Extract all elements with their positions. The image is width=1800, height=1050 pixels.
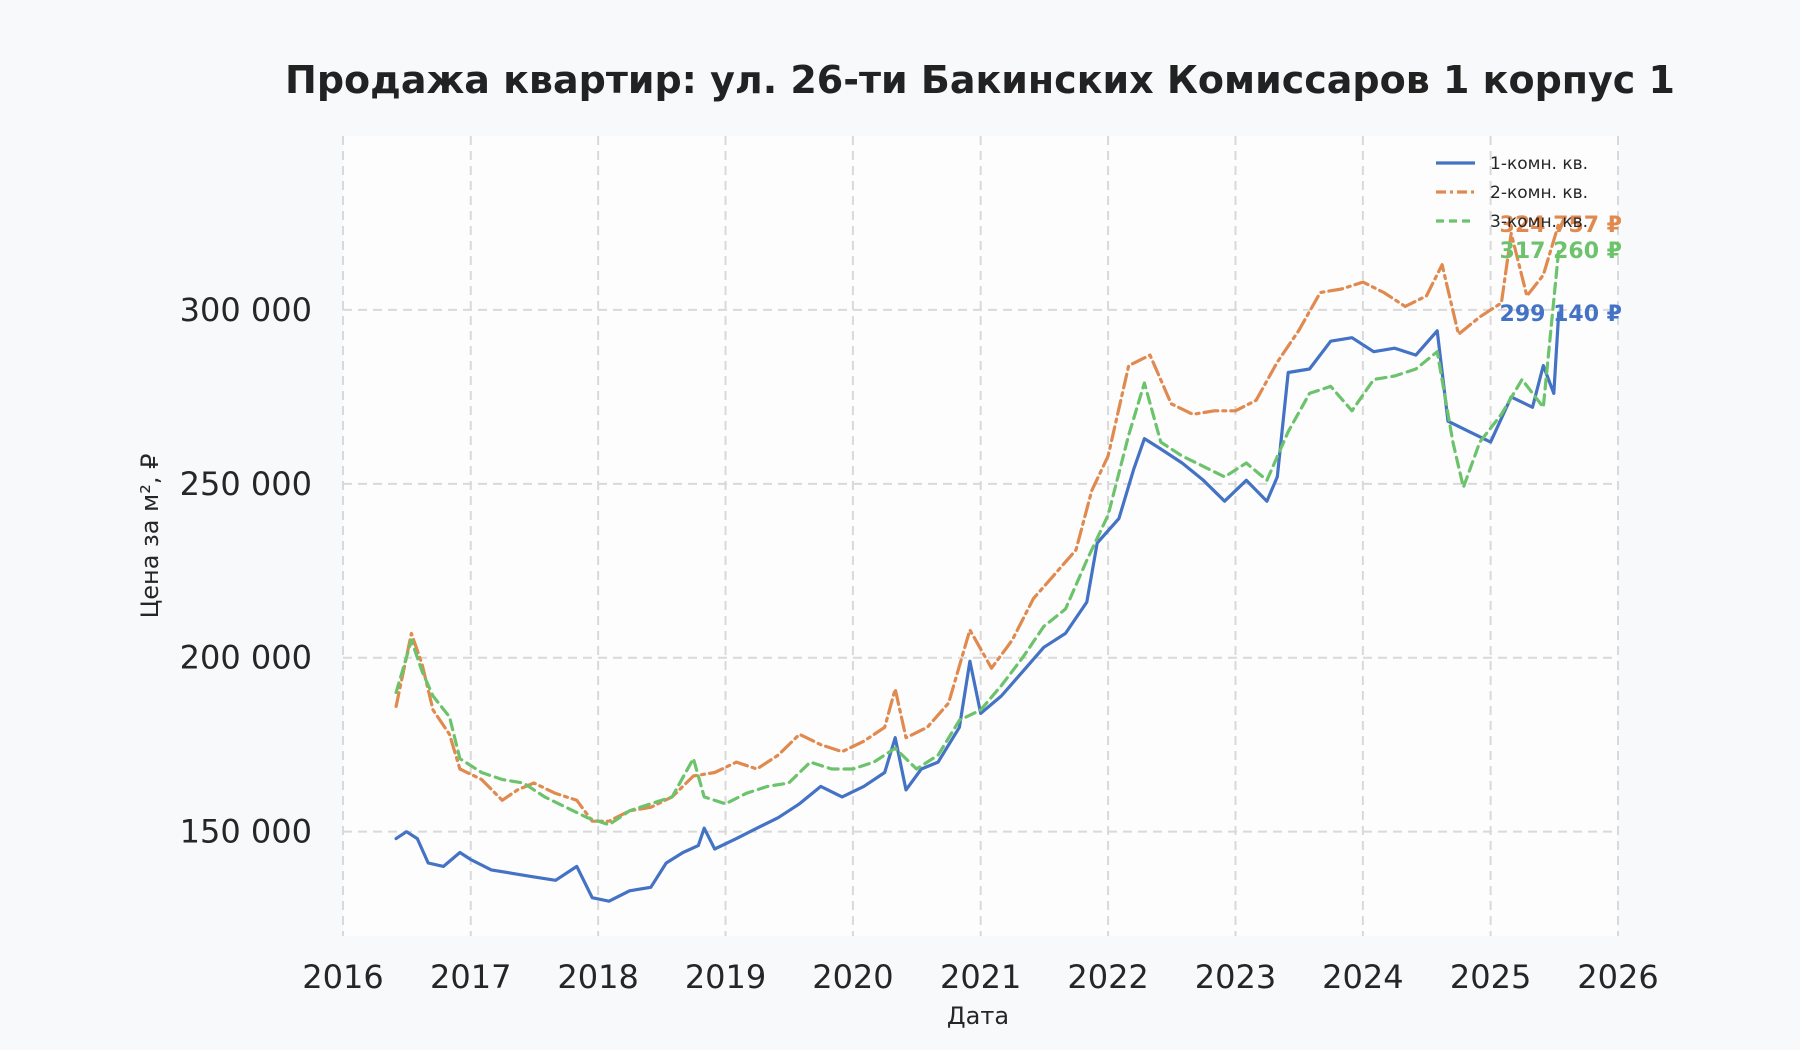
y-tick-label: 300 000 [180, 291, 312, 329]
series-layer [394, 222, 1561, 903]
y-tick-label: 150 000 [180, 813, 312, 851]
x-tick-label: 2025 [1450, 958, 1531, 996]
series-end-label: 324 757 ₽ [1500, 213, 1622, 238]
x-tick-label: 2026 [1577, 958, 1658, 996]
y-tick-label: 200 000 [180, 639, 312, 677]
legend: 1-комн. кв. 2-комн. кв. 3-комн. кв. [1436, 154, 1588, 232]
legend-item-label: 1-комн. кв. [1490, 154, 1588, 174]
x-tick-label: 2023 [1195, 958, 1276, 996]
x-tick-label: 2020 [812, 958, 893, 996]
series-line [394, 222, 1561, 823]
x-tick-label: 2016 [302, 958, 383, 996]
x-axis-label: Дата [947, 1002, 1009, 1030]
x-tick-label: 2022 [1067, 958, 1148, 996]
series-end-label: 299 140 ₽ [1500, 302, 1622, 327]
legend-item-label: 3-комн. кв. [1490, 212, 1588, 232]
series-3 [394, 248, 1561, 827]
x-tick-label: 2024 [1322, 958, 1403, 996]
end-labels: 299 140 ₽ 324 757 ₽317 260 ₽ [1500, 213, 1622, 327]
grid [342, 136, 1619, 936]
series-1 [394, 311, 1561, 903]
chart-title: Продажа квартир: ул. 26-ти Бакинских Ком… [285, 58, 1675, 102]
series-line [394, 248, 1561, 827]
legend-item-label: 2-комн. кв. [1490, 183, 1588, 203]
series-line [394, 311, 1561, 903]
x-tick-label: 2021 [940, 958, 1021, 996]
y-axis-label: Цена за м², ₽ [136, 454, 164, 619]
x-axis-ticks: 2016 2017 2018 2019 2020 2021 2022 2023 2024 2025… [302, 958, 1658, 996]
x-tick-label: 2018 [557, 958, 638, 996]
x-tick-label: 2019 [685, 958, 766, 996]
y-tick-label: 250 000 [180, 465, 312, 503]
x-tick-label: 2017 [430, 958, 511, 996]
y-axis-ticks: 150 000 200 000 250 000 300 000 [180, 291, 312, 851]
series-2 [394, 222, 1561, 823]
series-end-label: 317 260 ₽ [1500, 239, 1622, 264]
